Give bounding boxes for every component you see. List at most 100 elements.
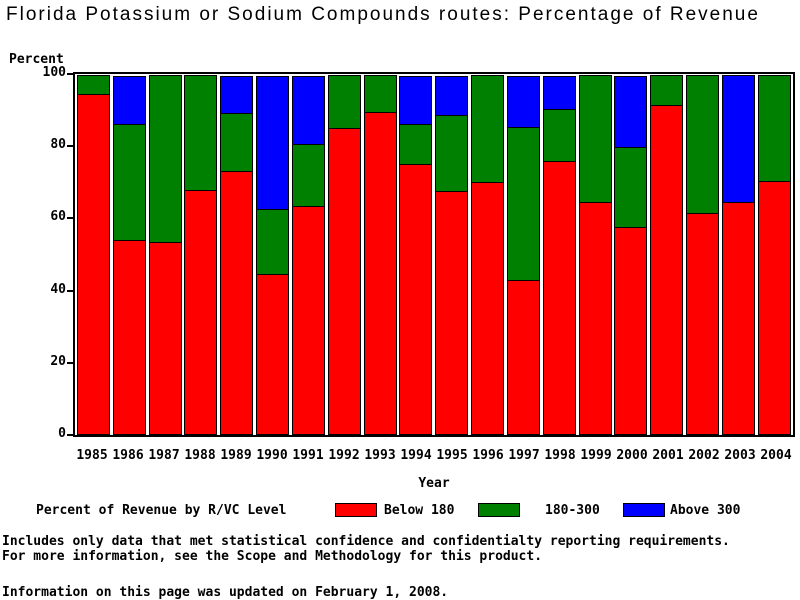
y-axis-tick: [67, 145, 74, 148]
x-axis-tick-label: 2003: [724, 448, 756, 463]
y-axis-tick-label: 20: [50, 353, 66, 369]
legend: Percent of Revenue by R/VC Level Below 1…: [0, 501, 800, 519]
bar-segment-below-180: [184, 189, 218, 435]
x-axis-tick-label: 1985: [76, 448, 108, 463]
bar-2000: [614, 74, 648, 435]
legend-label-180-300: 180-300: [545, 503, 600, 518]
y-axis-tick: [67, 361, 74, 364]
bar-1998: [542, 74, 576, 435]
x-axis-tick-label: 2004: [760, 448, 792, 463]
bar-2003: [721, 74, 755, 435]
bar-segment-below-180: [399, 164, 433, 435]
bar-segment-below-180: [542, 160, 576, 435]
bar-segment-below-180: [650, 104, 684, 435]
bar-segment-180-300: [327, 75, 361, 130]
bar-segment-below-180: [148, 241, 182, 435]
bar-1988: [184, 74, 218, 435]
bar-segment-180-300: [471, 75, 505, 184]
bar-segment-180-300: [148, 75, 182, 243]
x-axis-tick-label: 1995: [436, 448, 468, 463]
bar-segment-below-180: [471, 182, 505, 435]
x-axis-tick-label: 1992: [328, 448, 360, 463]
y-axis-tick: [67, 434, 74, 436]
x-axis-tick-label: 1991: [292, 448, 324, 463]
bar-1992: [327, 74, 361, 435]
bar-1985: [77, 74, 110, 435]
bar-segment-180-300: [614, 147, 648, 229]
x-axis-tick-label: 1990: [256, 448, 288, 463]
bar-segment-above-300: [220, 76, 254, 114]
footnote-line-2: For more information, see the Scope and …: [2, 549, 543, 564]
bar-segment-below-180: [363, 111, 397, 435]
bar-segment-180-300: [399, 123, 433, 166]
bar-segment-180-300: [506, 127, 540, 281]
bar-segment-below-180: [757, 180, 791, 435]
bar-1991: [291, 74, 325, 435]
x-axis-tick-label: 1997: [508, 448, 540, 463]
bar-segment-above-300: [256, 76, 290, 210]
x-axis-tick-label: 2002: [688, 448, 720, 463]
bar-segment-below-180: [256, 274, 290, 435]
bar-segment-180-300: [184, 75, 218, 191]
legend-label-above-300: Above 300: [670, 503, 741, 518]
bar-segment-180-300: [256, 208, 290, 276]
bar-segment-above-300: [542, 76, 576, 111]
y-axis-tick: [67, 73, 74, 75]
bar-segment-below-180: [77, 93, 110, 435]
bar-1995: [435, 74, 469, 435]
bar-1989: [220, 74, 254, 435]
bar-1993: [363, 74, 397, 435]
bar-2002: [686, 74, 720, 435]
y-axis-tick-label: 100: [42, 65, 66, 80]
bar-segment-above-300: [614, 76, 648, 149]
bar-1996: [471, 74, 505, 435]
bar-segment-180-300: [220, 112, 254, 173]
bar-segment-below-180: [506, 279, 540, 435]
x-axis-tick-label: 1987: [148, 448, 180, 463]
bars-container: [75, 74, 793, 435]
bar-segment-180-300: [363, 75, 397, 113]
bar-2004: [757, 74, 791, 435]
x-axis-tick-label: 1999: [580, 448, 612, 463]
y-axis-tick: [67, 289, 74, 292]
footnote-line-1: Includes only data that met statistical …: [2, 534, 730, 549]
x-axis-tick-label: 1994: [400, 448, 432, 463]
bar-segment-below-180: [291, 205, 325, 435]
x-axis-tick-label: 2000: [616, 448, 648, 463]
bar-segment-180-300: [757, 75, 791, 182]
bar-segment-above-300: [506, 76, 540, 129]
bar-segment-below-180: [327, 128, 361, 435]
bar-2001: [650, 74, 684, 435]
bar-segment-180-300: [650, 75, 684, 106]
x-axis-tick-label: 1988: [184, 448, 216, 463]
x-axis-tick-label: 1998: [544, 448, 576, 463]
bar-1987: [148, 74, 182, 435]
bar-segment-above-300: [399, 76, 433, 125]
bar-segment-180-300: [542, 109, 576, 162]
bar-segment-below-180: [614, 227, 648, 435]
y-axis-tick-label: 0: [58, 426, 66, 441]
bar-segment-above-300: [112, 76, 146, 125]
legend-swatch-180-300: [478, 503, 520, 517]
bar-1990: [256, 74, 290, 435]
x-axis-tick-label: 2001: [652, 448, 684, 463]
footnote-line-3: Information on this page was updated on …: [2, 585, 449, 600]
x-axis-tick-label: 1986: [112, 448, 144, 463]
legend-title: Percent of Revenue by R/VC Level: [36, 503, 287, 518]
legend-label-below-180: Below 180: [384, 503, 455, 518]
x-axis-title: Year: [418, 476, 450, 491]
bar-segment-below-180: [112, 240, 146, 435]
y-axis-tick-label: 40: [50, 281, 66, 297]
y-axis-tick-label: 60: [50, 209, 66, 225]
bar-segment-below-180: [686, 213, 720, 435]
bar-segment-180-300: [291, 143, 325, 207]
bar-1997: [506, 74, 540, 435]
bar-segment-180-300: [435, 114, 469, 193]
bar-segment-below-180: [220, 171, 254, 435]
y-axis-title: Percent: [9, 52, 64, 67]
bar-segment-180-300: [77, 75, 110, 95]
plot-area: [67, 72, 795, 437]
x-axis-tick-labels: 1985 1986 1987 1988 1989 1990 1991 1992 1993 1994…: [73, 448, 795, 463]
bar-segment-below-180: [578, 202, 612, 435]
